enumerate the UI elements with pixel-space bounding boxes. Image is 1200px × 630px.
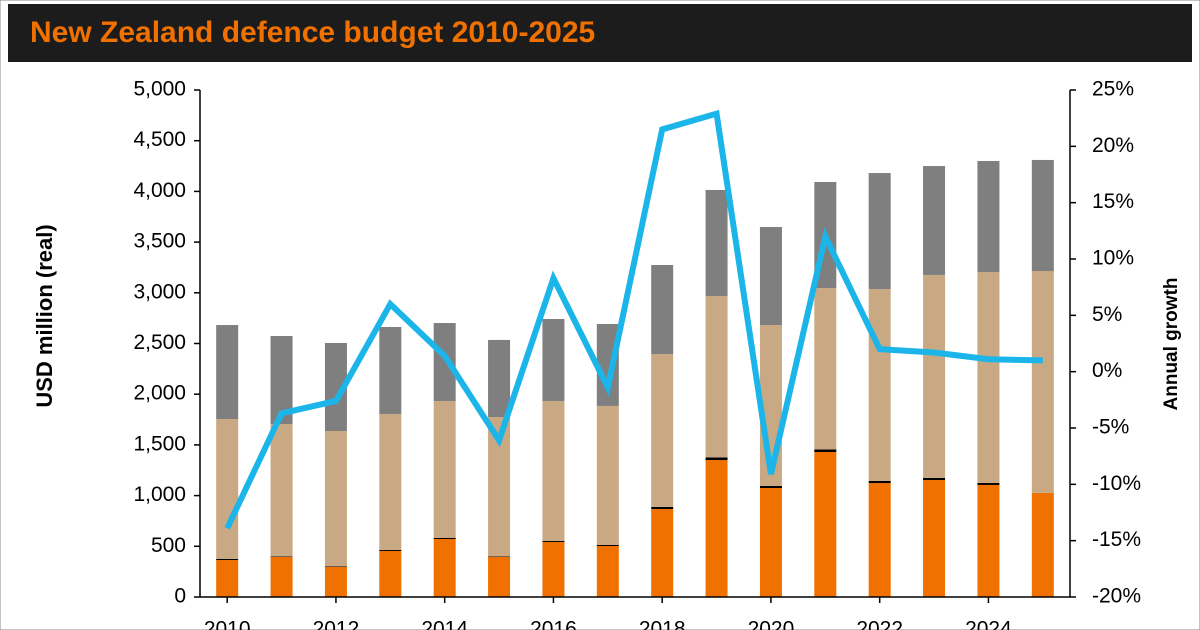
- x-tick-label: 2012: [313, 618, 360, 630]
- bar-segment: [488, 417, 511, 557]
- bar-segment: [542, 318, 565, 401]
- bar-segment: [596, 405, 619, 545]
- y-tick-label: 3,000: [133, 280, 186, 303]
- x-tick-label: 2014: [421, 618, 468, 630]
- bar-segment: [759, 487, 782, 597]
- bar-segment: [868, 289, 891, 481]
- y2-tick-label: 0%: [1092, 359, 1122, 382]
- bar-segment: [705, 296, 728, 458]
- bar-segment: [542, 542, 565, 597]
- bar-segment: [542, 400, 565, 542]
- bar-segment: [923, 166, 946, 275]
- bar-segment: [488, 556, 511, 597]
- bar-segment: [433, 400, 456, 538]
- bar-segment: [923, 274, 946, 478]
- bar-segment: [1031, 270, 1054, 493]
- x-tick-label: 2024: [965, 618, 1012, 630]
- bar-segment: [270, 556, 293, 557]
- bar-segment: [705, 189, 728, 297]
- y2-tick-label: -20%: [1092, 585, 1141, 608]
- y2-tick-label: 5%: [1092, 303, 1122, 326]
- bar-segment: [270, 424, 293, 557]
- bar-segment: [1031, 159, 1054, 271]
- bar-segment: [488, 556, 511, 557]
- bar-segment: [651, 265, 674, 355]
- y2-tick-label: 20%: [1092, 134, 1134, 157]
- bar-segment: [868, 480, 891, 484]
- y-tick-label: 4,500: [133, 128, 186, 151]
- bar-segment: [977, 484, 1000, 597]
- x-tick-label: 2018: [639, 618, 686, 630]
- y-tick-label: 2,500: [133, 331, 186, 354]
- growth-line: [224, 109, 1043, 530]
- y2-tick-label: -5%: [1092, 416, 1129, 439]
- bar-segment: [433, 537, 456, 539]
- bar-segment: [324, 566, 347, 567]
- y-tick-label: 4,000: [133, 179, 186, 202]
- bar-segment: [1031, 492, 1054, 597]
- bar-segment: [379, 549, 402, 551]
- bar-segment: [759, 485, 782, 488]
- bar-segment: [651, 354, 674, 507]
- bar-segment: [977, 272, 1000, 483]
- bar-segment: [705, 457, 728, 461]
- bar-segment: [216, 325, 239, 420]
- bar-segment: [977, 160, 1000, 273]
- y-tick-label: 5,000: [133, 78, 186, 101]
- title-bar: [8, 4, 1192, 62]
- bar-segment: [216, 558, 239, 560]
- bar-segment: [814, 449, 837, 452]
- y2-tick-label: -10%: [1092, 472, 1141, 495]
- x-tick-label: 2022: [856, 618, 903, 630]
- y2-axis-label: Annual growth: [1161, 278, 1182, 411]
- bar-segment: [324, 566, 347, 597]
- bar-segment: [705, 460, 728, 597]
- bar-segment: [379, 326, 402, 414]
- bar-segment: [651, 506, 674, 509]
- y-axis-label: USD million (real): [32, 224, 57, 407]
- bar-segment: [596, 545, 619, 597]
- bar-segment: [923, 479, 946, 597]
- bar-segment: [488, 339, 511, 418]
- bar-segment: [759, 226, 782, 326]
- x-tick-label: 2016: [530, 618, 577, 630]
- y-tick-label: 3,500: [133, 230, 186, 253]
- bar-segment: [977, 482, 1000, 485]
- x-tick-label: 2020: [748, 618, 795, 630]
- y2-tick-label: 15%: [1092, 190, 1134, 213]
- bar-segment: [216, 419, 239, 559]
- y2-tick-label: 10%: [1092, 247, 1134, 270]
- y-tick-label: 1,500: [133, 432, 186, 455]
- bar-segment: [270, 335, 293, 425]
- bar-segment: [324, 431, 347, 567]
- bar-segment: [596, 324, 619, 406]
- y2-tick-label: 25%: [1092, 78, 1134, 101]
- bar-segment: [379, 550, 402, 597]
- y-tick-label: 0: [174, 585, 186, 608]
- bar-segment: [542, 541, 565, 543]
- bar-segment: [433, 323, 456, 401]
- bar-segment: [379, 413, 402, 550]
- bar-segment: [270, 556, 293, 597]
- y-tick-label: 1,000: [133, 483, 186, 506]
- x-tick-label: 2010: [204, 618, 251, 630]
- bar-segment: [433, 538, 456, 597]
- bar-segment: [651, 508, 674, 597]
- y-tick-label: 500: [151, 534, 186, 557]
- bar-segment: [324, 342, 347, 432]
- y-tick-label: 2,000: [133, 382, 186, 405]
- bar-segment: [814, 451, 837, 597]
- chart-title: New Zealand defence budget 2010-2025: [30, 16, 595, 49]
- bar-segment: [814, 288, 837, 450]
- y2-tick-label: -15%: [1092, 528, 1141, 551]
- bar-segment: [923, 477, 946, 480]
- bar-segment: [596, 544, 619, 546]
- bar-segment: [868, 483, 891, 597]
- bar-segment: [868, 173, 891, 290]
- bar-segment: [216, 559, 239, 597]
